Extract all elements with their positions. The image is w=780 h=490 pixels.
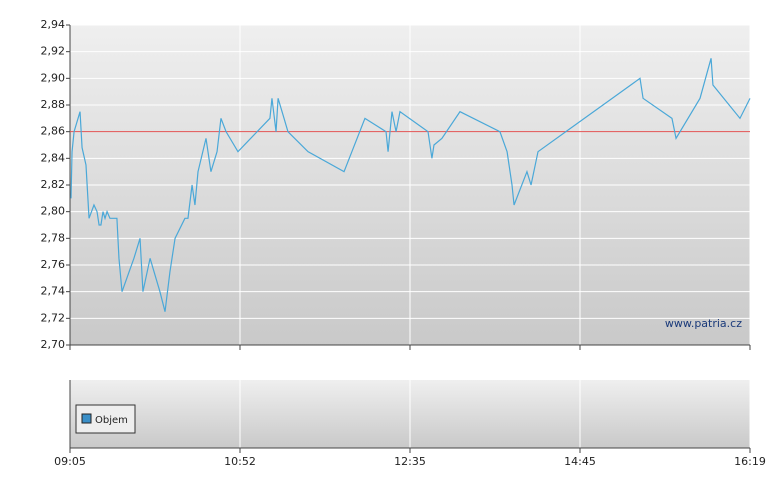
y-tick-label: 2,82: [41, 178, 66, 191]
x-tick-label: 12:35: [394, 455, 426, 468]
x-tick-label: 09:05: [54, 455, 86, 468]
x-tick-label: 14:45: [564, 455, 596, 468]
y-tick-label: 2,90: [41, 71, 66, 84]
y-tick-label: 2,88: [41, 98, 66, 111]
y-tick-label: 2,70: [41, 338, 66, 351]
x-tick-label: 16:19: [734, 455, 766, 468]
x-tick-label: 10:52: [224, 455, 256, 468]
legend-label: Objem: [95, 415, 128, 426]
y-tick-label: 2,78: [41, 231, 66, 244]
y-tick-label: 2,84: [41, 151, 66, 164]
y-tick-label: 2,76: [41, 258, 66, 271]
y-tick-label: 2,86: [41, 125, 66, 138]
y-tick-label: 2,94: [41, 18, 66, 31]
y-tick-label: 2,80: [41, 205, 66, 218]
legend-swatch: [81, 413, 92, 424]
y-tick-label: 2,72: [41, 311, 66, 324]
watermark: www.patria.cz: [665, 317, 742, 330]
y-tick-label: 2,92: [41, 45, 66, 58]
price-line: [70, 58, 751, 312]
y-tick-label: 2,74: [41, 285, 66, 298]
